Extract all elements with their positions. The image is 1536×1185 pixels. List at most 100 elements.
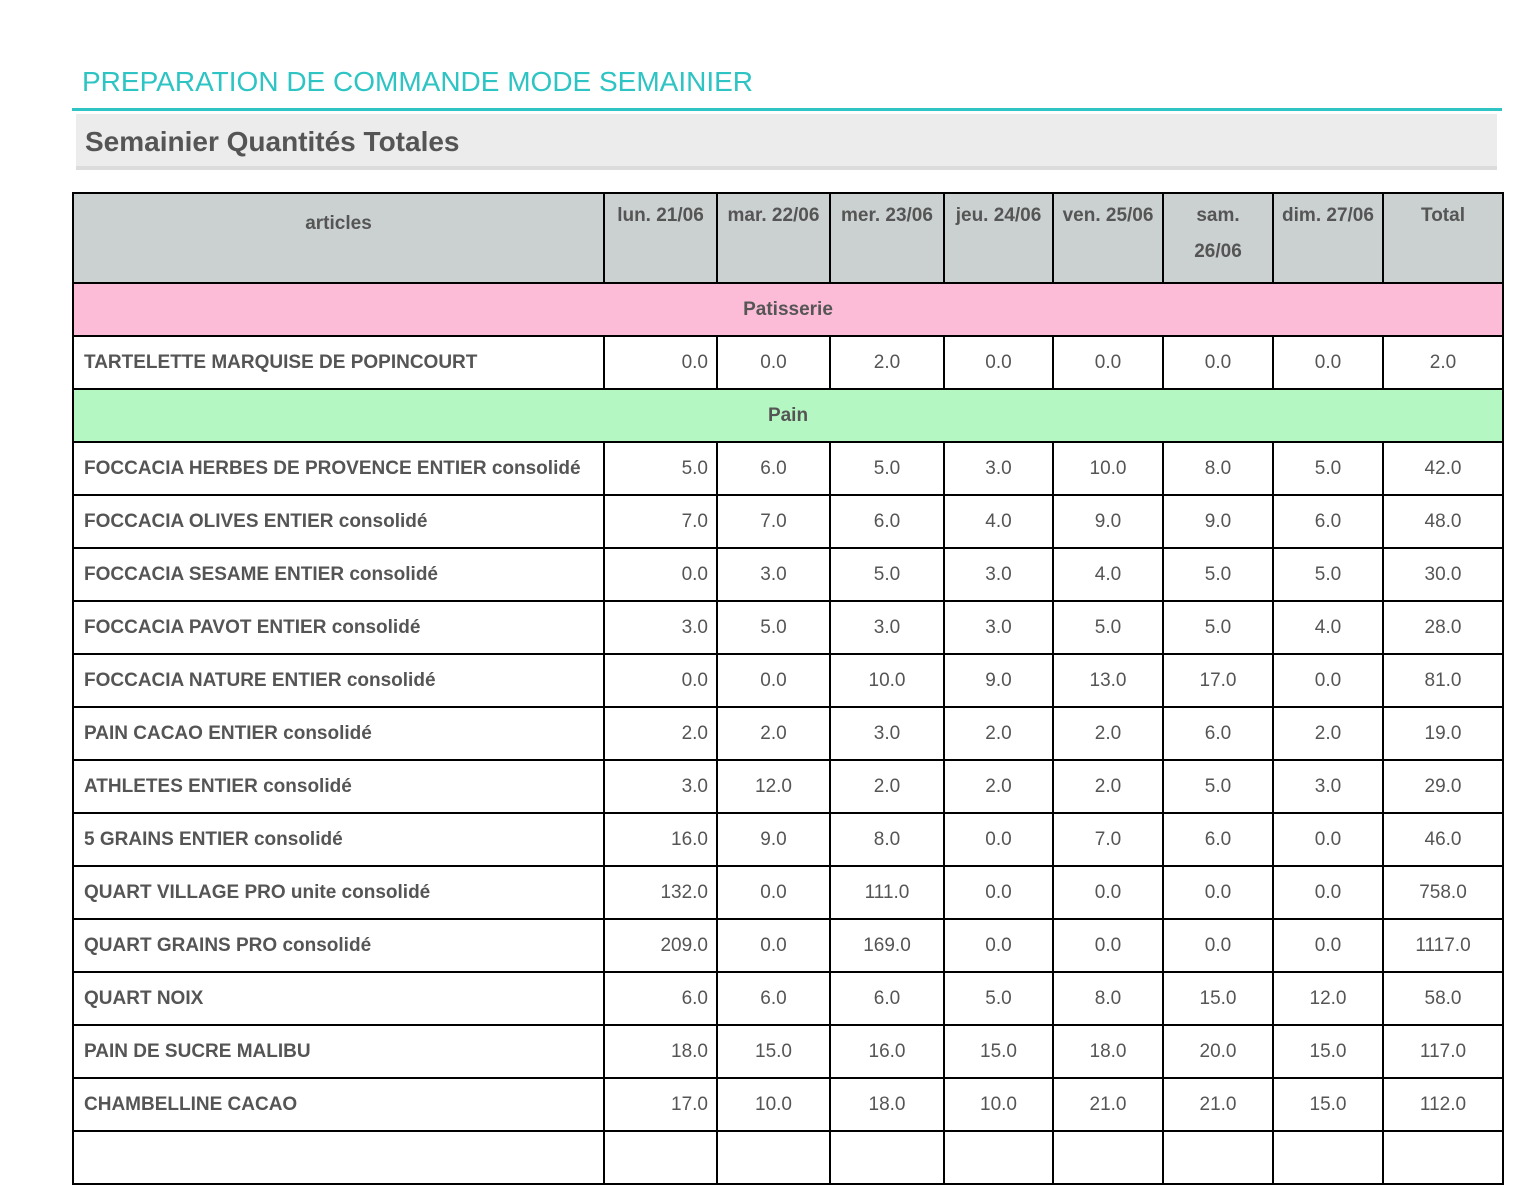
quantity-cell: 18.0 xyxy=(1052,1024,1164,1079)
quantity-cell: 12.0 xyxy=(1272,971,1384,1026)
quantity-cell: 16.0 xyxy=(829,1024,945,1079)
table-row xyxy=(72,1130,1504,1185)
article-name: CHAMBELLINE CACAO xyxy=(72,1077,605,1132)
quantity-cell: 3.0 xyxy=(603,759,718,814)
empty-cell xyxy=(1272,1130,1384,1185)
category-label: Patisserie xyxy=(72,282,1504,337)
category-label: Pain xyxy=(72,388,1504,443)
quantity-cell: 0.0 xyxy=(943,918,1054,973)
quantity-cell: 2.0 xyxy=(829,759,945,814)
quantity-cell: 0.0 xyxy=(603,335,718,390)
quantity-cell: 0.0 xyxy=(1162,335,1274,390)
article-name: 5 GRAINS ENTIER consolidé xyxy=(72,812,605,867)
quantity-cell: 0.0 xyxy=(1272,653,1384,708)
quantity-cell: 5.0 xyxy=(1052,600,1164,655)
quantity-cell: 6.0 xyxy=(603,971,718,1026)
quantity-cell: 9.0 xyxy=(943,653,1054,708)
quantity-cell: 17.0 xyxy=(603,1077,718,1132)
article-name: FOCCACIA HERBES DE PROVENCE ENTIER conso… xyxy=(72,441,605,496)
empty-cell xyxy=(716,1130,831,1185)
total-cell: 117.0 xyxy=(1382,1024,1504,1079)
total-cell: 19.0 xyxy=(1382,706,1504,761)
empty-cell xyxy=(829,1130,945,1185)
quantity-cell: 6.0 xyxy=(1162,812,1274,867)
column-header: dim. 27/06 xyxy=(1272,192,1384,284)
column-header: lun. 21/06 xyxy=(603,192,718,284)
quantity-cell: 5.0 xyxy=(1272,547,1384,602)
total-cell: 81.0 xyxy=(1382,653,1504,708)
table-row: ATHLETES ENTIER consolidé 3.0 12.0 2.0 2.0 2.… xyxy=(72,759,1504,814)
total-cell: 58.0 xyxy=(1382,971,1504,1026)
table-row: QUART VILLAGE PRO unite consolidé 132.0 0.… xyxy=(72,865,1504,920)
article-name: QUART VILLAGE PRO unite consolidé xyxy=(72,865,605,920)
quantity-cell: 6.0 xyxy=(716,441,831,496)
quantity-cell: 3.0 xyxy=(943,547,1054,602)
article-name: QUART GRAINS PRO consolidé xyxy=(72,918,605,973)
quantity-cell: 2.0 xyxy=(1052,706,1164,761)
table-row: FOCCACIA OLIVES ENTIER consolidé 7.0 7.0 6.… xyxy=(72,494,1504,549)
article-name: PAIN CACAO ENTIER consolidé xyxy=(72,706,605,761)
empty-cell xyxy=(603,1130,718,1185)
quantity-cell: 3.0 xyxy=(943,600,1054,655)
quantity-cell: 0.0 xyxy=(943,335,1054,390)
category-row: Patisserie xyxy=(72,282,1504,337)
quantity-cell: 0.0 xyxy=(716,335,831,390)
total-cell: 42.0 xyxy=(1382,441,1504,496)
empty-cell xyxy=(1052,1130,1164,1185)
section-title: Semainier Quantités Totales xyxy=(85,126,460,157)
page-title: PREPARATION DE COMMANDE MODE SEMAINIER xyxy=(82,66,754,97)
quantity-cell: 169.0 xyxy=(829,918,945,973)
quantity-cell: 209.0 xyxy=(603,918,718,973)
quantity-cell: 5.0 xyxy=(1272,441,1384,496)
quantity-cell: 15.0 xyxy=(943,1024,1054,1079)
quantity-cell: 9.0 xyxy=(1162,494,1274,549)
quantity-cell: 3.0 xyxy=(1272,759,1384,814)
column-header: mar. 22/06 xyxy=(716,192,831,284)
table-row: FOCCACIA NATURE ENTIER consolidé 0.0 0.0 10… xyxy=(72,653,1504,708)
article-name: FOCCACIA SESAME ENTIER consolidé xyxy=(72,547,605,602)
quantity-cell: 0.0 xyxy=(603,547,718,602)
quantity-cell: 20.0 xyxy=(1162,1024,1274,1079)
quantity-cell: 0.0 xyxy=(603,653,718,708)
empty-cell xyxy=(943,1130,1054,1185)
quantity-cell: 5.0 xyxy=(1162,600,1274,655)
total-cell: 2.0 xyxy=(1382,335,1504,390)
article-name: QUART NOIX xyxy=(72,971,605,1026)
table-row: FOCCACIA PAVOT ENTIER consolidé 3.0 5.0 3.0… xyxy=(72,600,1504,655)
quantity-cell: 3.0 xyxy=(603,600,718,655)
quantity-cell: 7.0 xyxy=(716,494,831,549)
empty-cell xyxy=(1162,1130,1274,1185)
total-cell: 46.0 xyxy=(1382,812,1504,867)
table-header-row: articles lun. 21/06 mar. 22/06 mer. 23/06 je… xyxy=(72,192,1504,284)
title-divider xyxy=(72,108,1502,111)
article-name: FOCCACIA NATURE ENTIER consolidé xyxy=(72,653,605,708)
column-header: ven. 25/06 xyxy=(1052,192,1164,284)
quantity-cell: 2.0 xyxy=(943,759,1054,814)
column-header: Total xyxy=(1382,192,1504,284)
quantity-cell: 17.0 xyxy=(1162,653,1274,708)
total-cell: 1117.0 xyxy=(1382,918,1504,973)
quantity-cell: 21.0 xyxy=(1162,1077,1274,1132)
quantity-cell: 21.0 xyxy=(1052,1077,1164,1132)
table-row: CHAMBELLINE CACAO 17.0 10.0 18.0 10.0 21.0 21.… xyxy=(72,1077,1504,1132)
quantity-cell: 7.0 xyxy=(1052,812,1164,867)
quantity-cell: 132.0 xyxy=(603,865,718,920)
quantity-cell: 2.0 xyxy=(716,706,831,761)
quantity-cell: 6.0 xyxy=(1272,494,1384,549)
table-row: QUART GRAINS PRO consolidé 209.0 0.0 169.0 0… xyxy=(72,918,1504,973)
article-name: PAIN DE SUCRE MALIBU xyxy=(72,1024,605,1079)
quantity-cell: 0.0 xyxy=(1052,865,1164,920)
quantity-cell: 0.0 xyxy=(1272,918,1384,973)
quantity-cell: 7.0 xyxy=(603,494,718,549)
quantity-cell: 16.0 xyxy=(603,812,718,867)
quantity-cell: 18.0 xyxy=(829,1077,945,1132)
total-cell: 112.0 xyxy=(1382,1077,1504,1132)
column-header: jeu. 24/06 xyxy=(943,192,1054,284)
article-name: TARTELETTE MARQUISE DE POPINCOURT xyxy=(72,335,605,390)
article-name: FOCCACIA OLIVES ENTIER consolidé xyxy=(72,494,605,549)
table-row: PAIN DE SUCRE MALIBU 18.0 15.0 16.0 15.0 18.0… xyxy=(72,1024,1504,1079)
quantity-cell: 6.0 xyxy=(829,494,945,549)
quantity-cell: 0.0 xyxy=(1272,812,1384,867)
empty-cell xyxy=(1382,1130,1504,1185)
quantity-cell: 6.0 xyxy=(829,971,945,1026)
